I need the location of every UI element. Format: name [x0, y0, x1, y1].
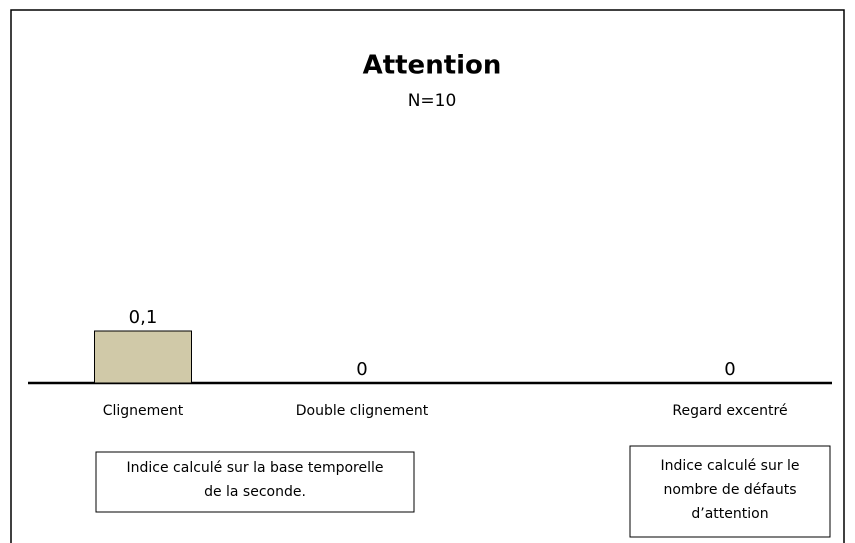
value-label: 0 [356, 359, 367, 380]
x-tick-label: Regard excentré [672, 403, 787, 419]
value-label: 0 [724, 359, 735, 380]
chart-subtitle: N=10 [408, 91, 457, 111]
annotation-text: nombre de défauts [663, 482, 796, 498]
annotation-box [629, 445, 831, 538]
x-tick-label: Double clignement [296, 403, 429, 419]
x-tick-label: Clignement [103, 403, 184, 419]
annotation-box [95, 451, 415, 513]
annotation-text: Indice calculé sur la base temporelle [127, 460, 384, 476]
bar [94, 330, 192, 384]
frame [10, 9, 845, 543]
annotation-text: Indice calculé sur le [660, 458, 799, 474]
annotation-text: de la seconde. [204, 484, 306, 500]
annotation-text: d’attention [691, 506, 768, 522]
value-label: 0,1 [129, 307, 158, 328]
chart-title: Attention [363, 51, 502, 81]
